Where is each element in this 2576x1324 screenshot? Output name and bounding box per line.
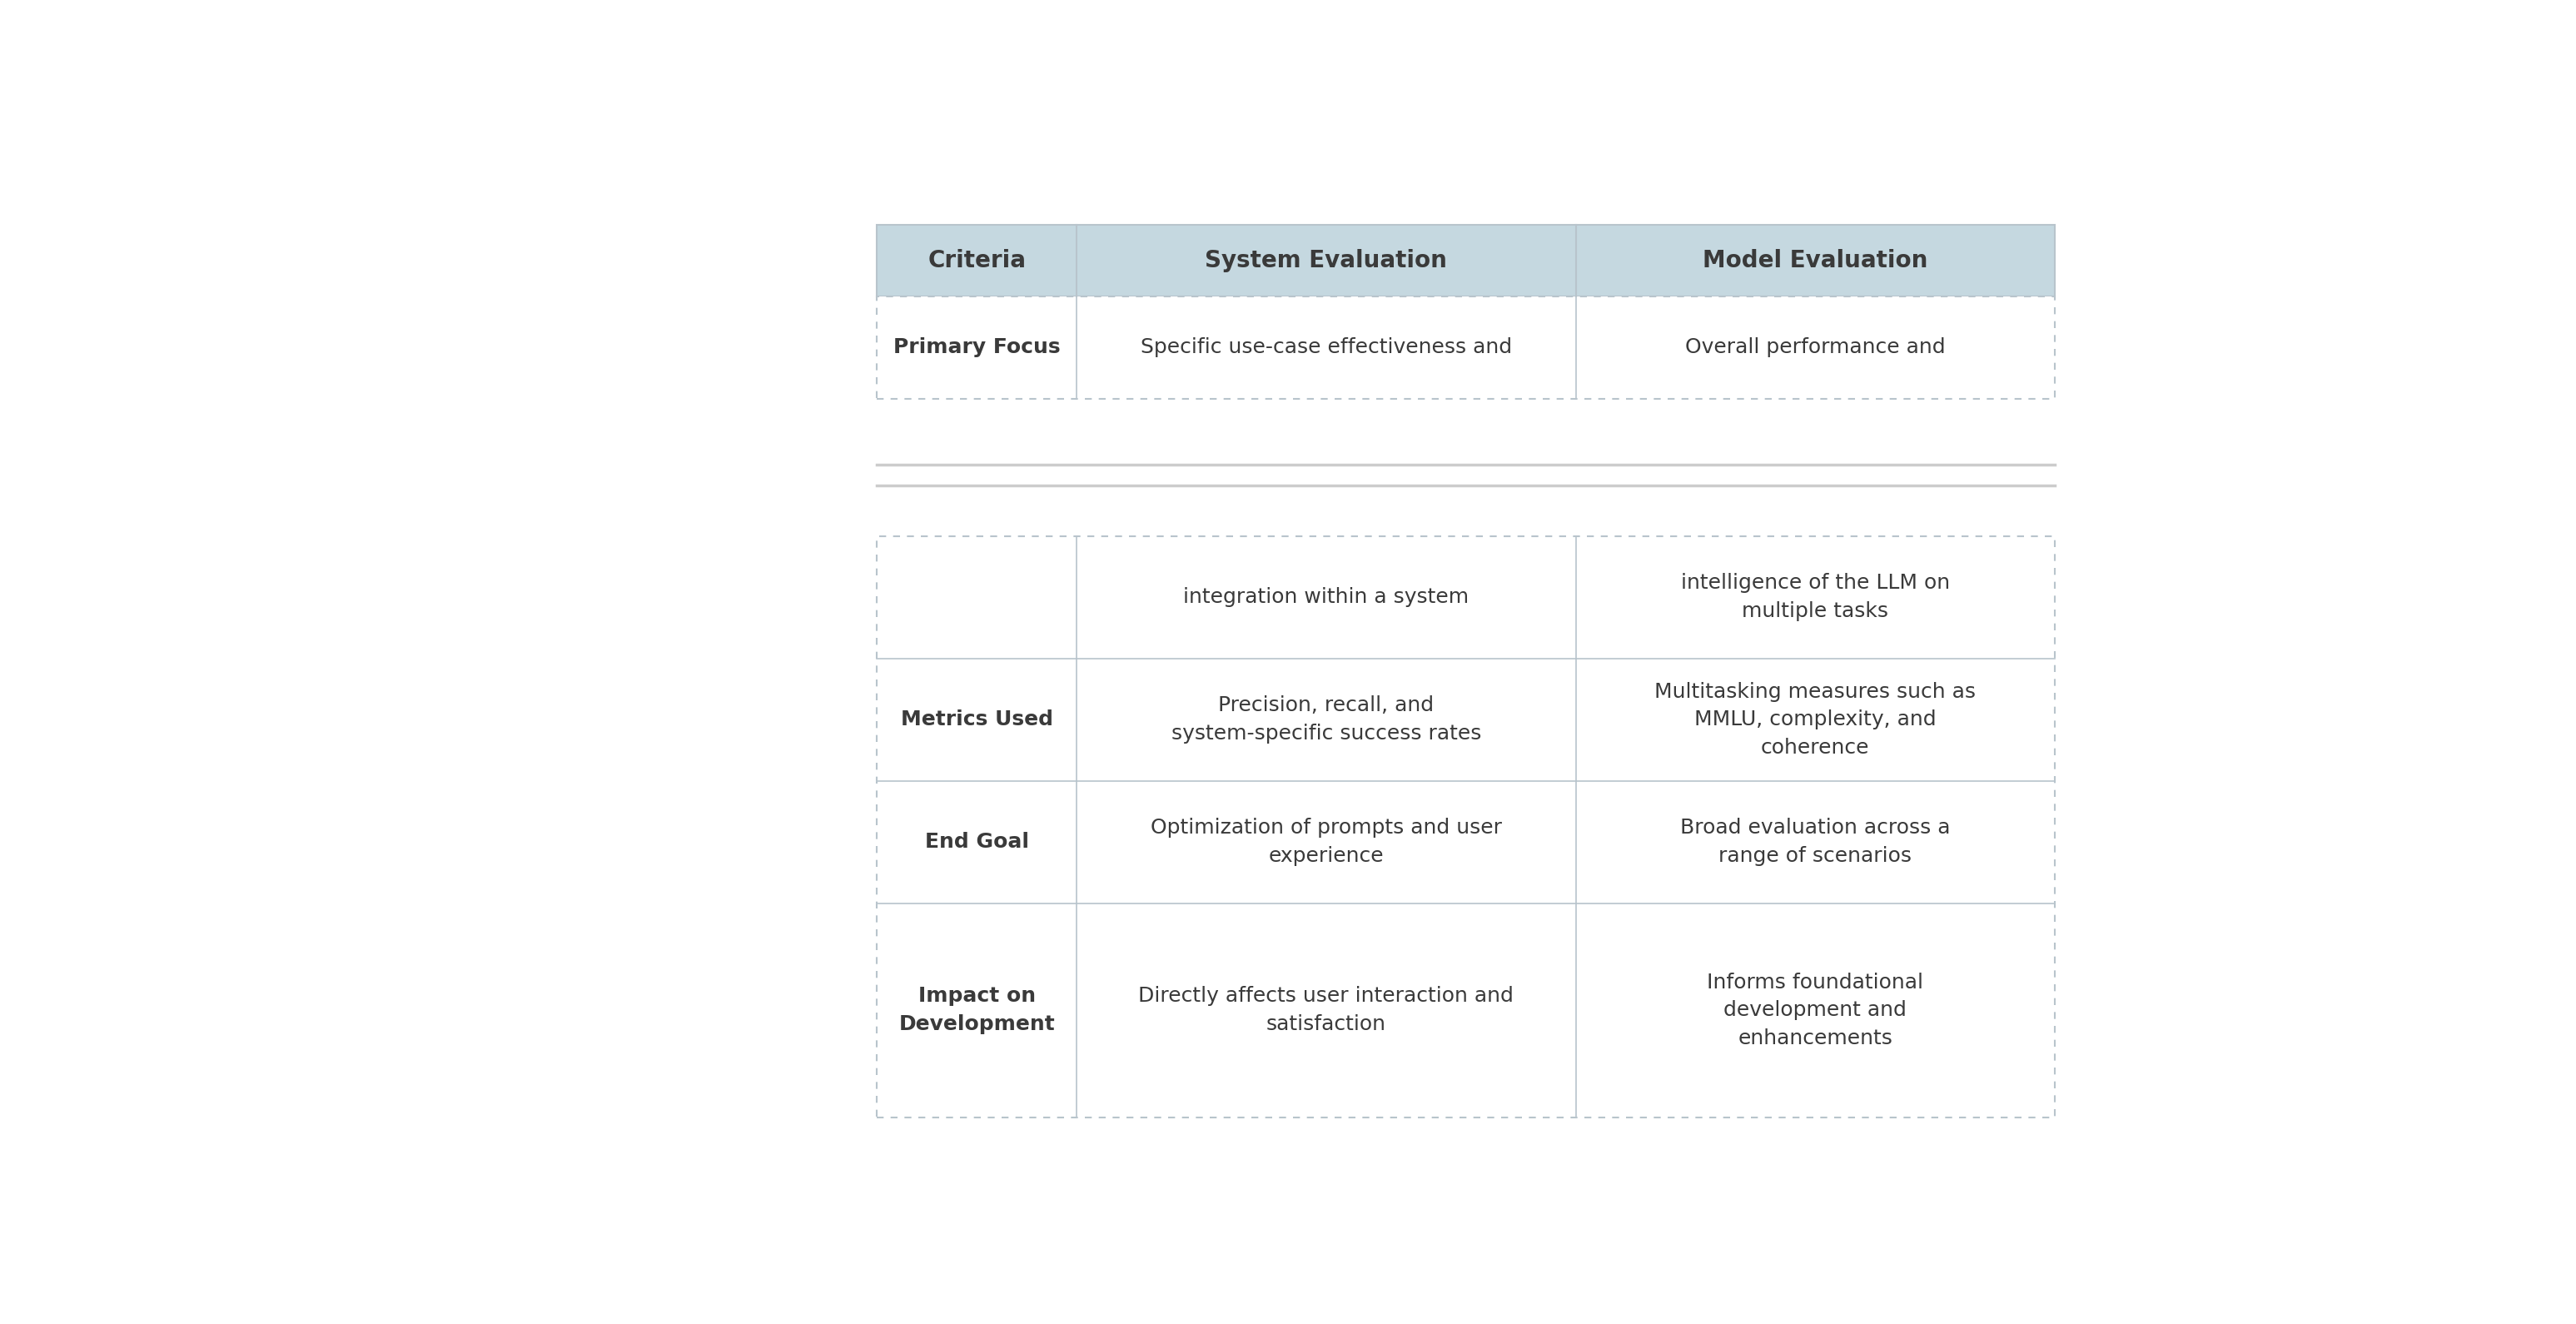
Text: Impact on
Development: Impact on Development	[899, 986, 1056, 1034]
Text: Primary Focus: Primary Focus	[894, 338, 1061, 357]
Text: Criteria: Criteria	[927, 249, 1025, 273]
Text: Broad evaluation across a
range of scenarios: Broad evaluation across a range of scena…	[1680, 818, 1950, 866]
Text: intelligence of the LLM on
multiple tasks: intelligence of the LLM on multiple task…	[1680, 573, 1950, 621]
Bar	[876, 297, 2056, 399]
Text: Overall performance and: Overall performance and	[1685, 338, 1945, 357]
Bar	[876, 225, 2056, 297]
Bar	[876, 536, 2056, 1117]
Text: Optimization of prompts and user
experience: Optimization of prompts and user experie…	[1151, 818, 1502, 866]
Text: Precision, recall, and
system-specific success rates: Precision, recall, and system-specific s…	[1172, 695, 1481, 744]
Text: System Evaluation: System Evaluation	[1206, 249, 1448, 273]
Text: Directly affects user interaction and
satisfaction: Directly affects user interaction and sa…	[1139, 986, 1515, 1034]
Text: Model Evaluation: Model Evaluation	[1703, 249, 1927, 273]
Text: Informs foundational
development and
enhancements: Informs foundational development and enh…	[1708, 972, 1924, 1049]
Text: Multitasking measures such as
MMLU, complexity, and
coherence: Multitasking measures such as MMLU, comp…	[1654, 682, 1976, 757]
Text: Specific use-case effectiveness and: Specific use-case effectiveness and	[1141, 338, 1512, 357]
Text: End Goal: End Goal	[925, 831, 1028, 851]
Text: integration within a system: integration within a system	[1182, 588, 1468, 608]
Text: Metrics Used: Metrics Used	[902, 710, 1054, 730]
